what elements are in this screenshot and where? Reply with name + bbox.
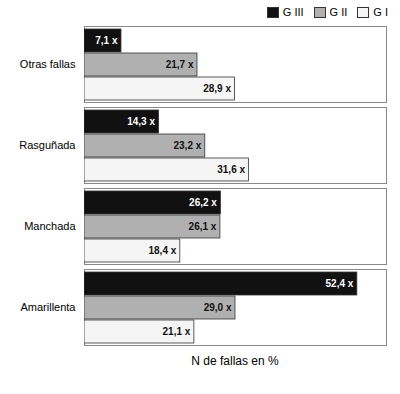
svg-text:23,2 x: 23,2 x — [173, 140, 201, 151]
html-text:N de fallas en %: N de fallas en % — [191, 354, 279, 368]
html-text:G I: G I — [373, 6, 388, 18]
svg-text:Otras fallas: Otras fallas — [20, 58, 76, 70]
svg-text:26,1 x: 26,1 x — [189, 221, 217, 232]
svg-text:29,0 x: 29,0 x — [204, 302, 232, 313]
svg-text:Amarillenta: Amarillenta — [20, 301, 76, 313]
svg-text:18,4 x: 18,4 x — [148, 245, 176, 256]
svg-text:31,6 x: 31,6 x — [217, 164, 245, 175]
html-text:G II: G II — [329, 6, 348, 18]
svg-text:7,1 x: 7,1 x — [95, 35, 118, 46]
svg-text:Rasguñada: Rasguñada — [19, 139, 76, 151]
html-text:G III: G III — [282, 6, 304, 18]
svg-text:21,7 x: 21,7 x — [166, 59, 194, 70]
svg-text:14,3 x: 14,3 x — [127, 116, 155, 127]
svg-text:21,1 x: 21,1 x — [163, 326, 191, 337]
svg-text:28,9 x: 28,9 x — [203, 83, 231, 94]
svg-text:Manchada: Manchada — [24, 220, 76, 232]
svg-text:26,2 x: 26,2 x — [189, 197, 217, 208]
svg-text:52,4 x: 52,4 x — [326, 278, 354, 289]
